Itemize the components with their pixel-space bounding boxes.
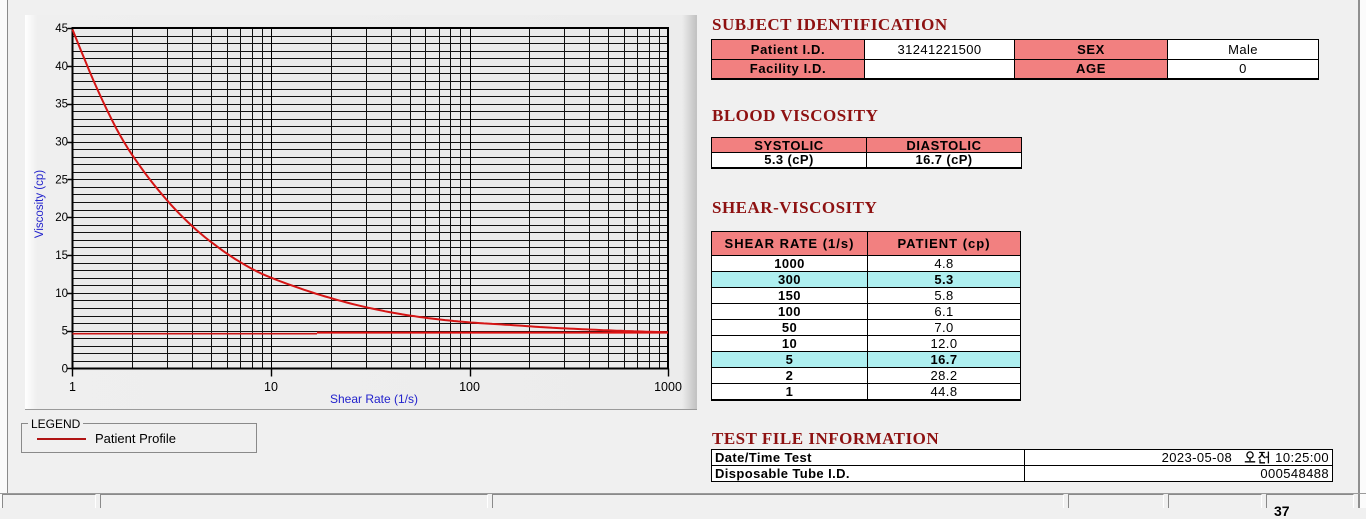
svg-text:Shear Rate (1/s): Shear Rate (1/s) bbox=[330, 392, 418, 406]
svg-text:45: 45 bbox=[55, 23, 68, 35]
svg-text:15: 15 bbox=[55, 250, 68, 262]
svg-text:5: 5 bbox=[62, 326, 68, 338]
svg-text:40: 40 bbox=[55, 61, 68, 73]
svg-text:1000: 1000 bbox=[654, 380, 682, 394]
svg-text:10: 10 bbox=[264, 380, 278, 394]
svg-text:20: 20 bbox=[55, 212, 68, 224]
svg-text:25: 25 bbox=[55, 174, 68, 186]
svg-text:35: 35 bbox=[55, 99, 68, 111]
svg-text:10: 10 bbox=[55, 288, 68, 300]
svg-text:1: 1 bbox=[69, 380, 76, 394]
svg-text:Viscosity (cp): Viscosity (cp) bbox=[34, 170, 46, 238]
svg-text:0: 0 bbox=[62, 364, 68, 376]
svg-text:100: 100 bbox=[459, 380, 480, 394]
svg-text:30: 30 bbox=[55, 137, 68, 149]
